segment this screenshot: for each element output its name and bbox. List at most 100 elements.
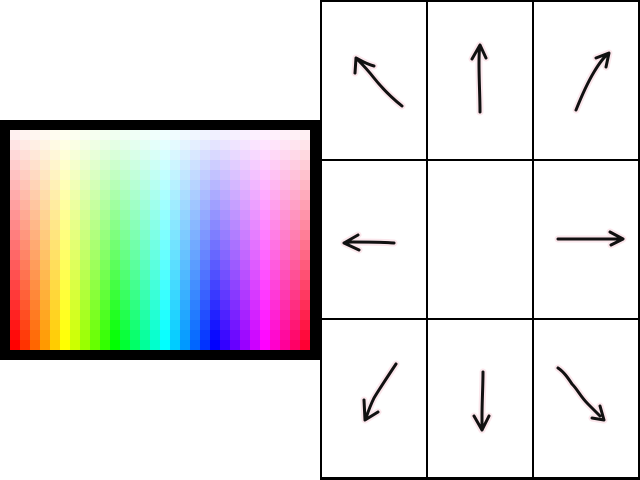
palette-swatch[interactable] bbox=[50, 300, 61, 311]
palette-swatch[interactable] bbox=[240, 300, 251, 311]
palette-swatch[interactable] bbox=[30, 250, 41, 261]
palette-swatch[interactable] bbox=[210, 300, 221, 311]
palette-swatch[interactable] bbox=[160, 210, 171, 221]
palette-swatch[interactable] bbox=[90, 170, 101, 181]
palette-swatch[interactable] bbox=[210, 310, 221, 321]
palette-swatch[interactable] bbox=[70, 220, 81, 231]
palette-swatch[interactable] bbox=[170, 150, 181, 161]
palette-swatch[interactable] bbox=[30, 140, 41, 151]
palette-swatch[interactable] bbox=[260, 340, 271, 350]
palette-swatch[interactable] bbox=[100, 230, 111, 241]
palette-swatch[interactable] bbox=[240, 190, 251, 201]
palette-swatch[interactable] bbox=[160, 250, 171, 261]
palette-swatch[interactable] bbox=[200, 260, 211, 271]
palette-swatch[interactable] bbox=[280, 330, 291, 341]
palette-swatch[interactable] bbox=[80, 310, 91, 321]
palette-swatch[interactable] bbox=[270, 240, 281, 251]
palette-swatch[interactable] bbox=[210, 240, 221, 251]
palette-swatch[interactable] bbox=[60, 280, 71, 291]
palette-swatch[interactable] bbox=[70, 250, 81, 261]
palette-swatch[interactable] bbox=[130, 180, 141, 191]
palette-swatch[interactable] bbox=[80, 300, 91, 311]
palette-swatch[interactable] bbox=[220, 260, 231, 271]
palette-swatch[interactable] bbox=[30, 340, 41, 350]
palette-swatch[interactable] bbox=[60, 220, 71, 231]
palette-swatch[interactable] bbox=[20, 290, 31, 301]
palette-swatch[interactable] bbox=[200, 180, 211, 191]
palette-swatch[interactable] bbox=[230, 200, 241, 211]
palette-swatch[interactable] bbox=[230, 160, 241, 171]
palette-swatch[interactable] bbox=[170, 230, 181, 241]
palette-swatch[interactable] bbox=[240, 140, 251, 151]
palette-swatch[interactable] bbox=[90, 190, 101, 201]
palette-swatch[interactable] bbox=[60, 130, 71, 141]
palette-swatch[interactable] bbox=[220, 140, 231, 151]
palette-swatch[interactable] bbox=[240, 180, 251, 191]
palette-swatch[interactable] bbox=[290, 280, 301, 291]
palette-swatch[interactable] bbox=[300, 220, 310, 231]
palette-swatch[interactable] bbox=[50, 200, 61, 211]
palette-swatch[interactable] bbox=[230, 170, 241, 181]
palette-swatch[interactable] bbox=[10, 180, 21, 191]
palette-swatch[interactable] bbox=[150, 250, 161, 261]
palette-swatch[interactable] bbox=[140, 260, 151, 271]
palette-swatch[interactable] bbox=[90, 260, 101, 271]
palette-swatch[interactable] bbox=[70, 180, 81, 191]
palette-swatch[interactable] bbox=[120, 260, 131, 271]
palette-swatch[interactable] bbox=[120, 310, 131, 321]
palette-swatch[interactable] bbox=[120, 300, 131, 311]
palette-swatch[interactable] bbox=[290, 250, 301, 261]
palette-swatch[interactable] bbox=[150, 130, 161, 141]
palette-swatch[interactable] bbox=[100, 210, 111, 221]
palette-swatch[interactable] bbox=[70, 150, 81, 161]
palette-swatch[interactable] bbox=[150, 230, 161, 241]
palette-swatch[interactable] bbox=[190, 250, 201, 261]
palette-swatch[interactable] bbox=[270, 340, 281, 350]
palette-swatch[interactable] bbox=[240, 150, 251, 161]
palette-swatch[interactable] bbox=[270, 250, 281, 261]
palette-swatch[interactable] bbox=[240, 210, 251, 221]
palette-swatch[interactable] bbox=[200, 310, 211, 321]
palette-swatch[interactable] bbox=[10, 310, 21, 321]
palette-swatch[interactable] bbox=[140, 280, 151, 291]
palette-swatch[interactable] bbox=[170, 330, 181, 341]
palette-swatch[interactable] bbox=[10, 210, 21, 221]
palette-swatch[interactable] bbox=[170, 220, 181, 231]
palette-swatch[interactable] bbox=[40, 200, 51, 211]
palette-swatch[interactable] bbox=[140, 300, 151, 311]
palette-swatch[interactable] bbox=[10, 240, 21, 251]
palette-swatch[interactable] bbox=[40, 300, 51, 311]
palette-swatch[interactable] bbox=[60, 240, 71, 251]
palette-swatch[interactable] bbox=[30, 270, 41, 281]
palette-swatch[interactable] bbox=[190, 290, 201, 301]
palette-swatch[interactable] bbox=[170, 210, 181, 221]
palette-swatch[interactable] bbox=[100, 170, 111, 181]
palette-swatch[interactable] bbox=[160, 260, 171, 271]
palette-swatch[interactable] bbox=[100, 330, 111, 341]
palette-swatch[interactable] bbox=[150, 240, 161, 251]
palette-swatch[interactable] bbox=[10, 300, 21, 311]
palette-swatch[interactable] bbox=[130, 290, 141, 301]
palette-swatch[interactable] bbox=[200, 170, 211, 181]
palette-swatch[interactable] bbox=[260, 140, 271, 151]
palette-swatch[interactable] bbox=[150, 160, 161, 171]
palette-swatch[interactable] bbox=[140, 230, 151, 241]
palette-swatch[interactable] bbox=[290, 160, 301, 171]
palette-swatch[interactable] bbox=[60, 340, 71, 350]
palette-swatch[interactable] bbox=[140, 220, 151, 231]
palette-swatch[interactable] bbox=[140, 250, 151, 261]
palette-swatch[interactable] bbox=[250, 280, 261, 291]
palette-swatch[interactable] bbox=[30, 280, 41, 291]
palette-swatch[interactable] bbox=[170, 340, 181, 350]
palette-swatch[interactable] bbox=[300, 250, 310, 261]
palette-swatch[interactable] bbox=[140, 200, 151, 211]
palette-swatch[interactable] bbox=[100, 130, 111, 141]
palette-swatch[interactable] bbox=[190, 160, 201, 171]
palette-swatch[interactable] bbox=[60, 330, 71, 341]
palette-swatch[interactable] bbox=[140, 140, 151, 151]
palette-swatch[interactable] bbox=[270, 130, 281, 141]
palette-swatch[interactable] bbox=[220, 330, 231, 341]
palette-swatch[interactable] bbox=[130, 220, 141, 231]
palette-swatch[interactable] bbox=[140, 180, 151, 191]
palette-swatch[interactable] bbox=[190, 230, 201, 241]
